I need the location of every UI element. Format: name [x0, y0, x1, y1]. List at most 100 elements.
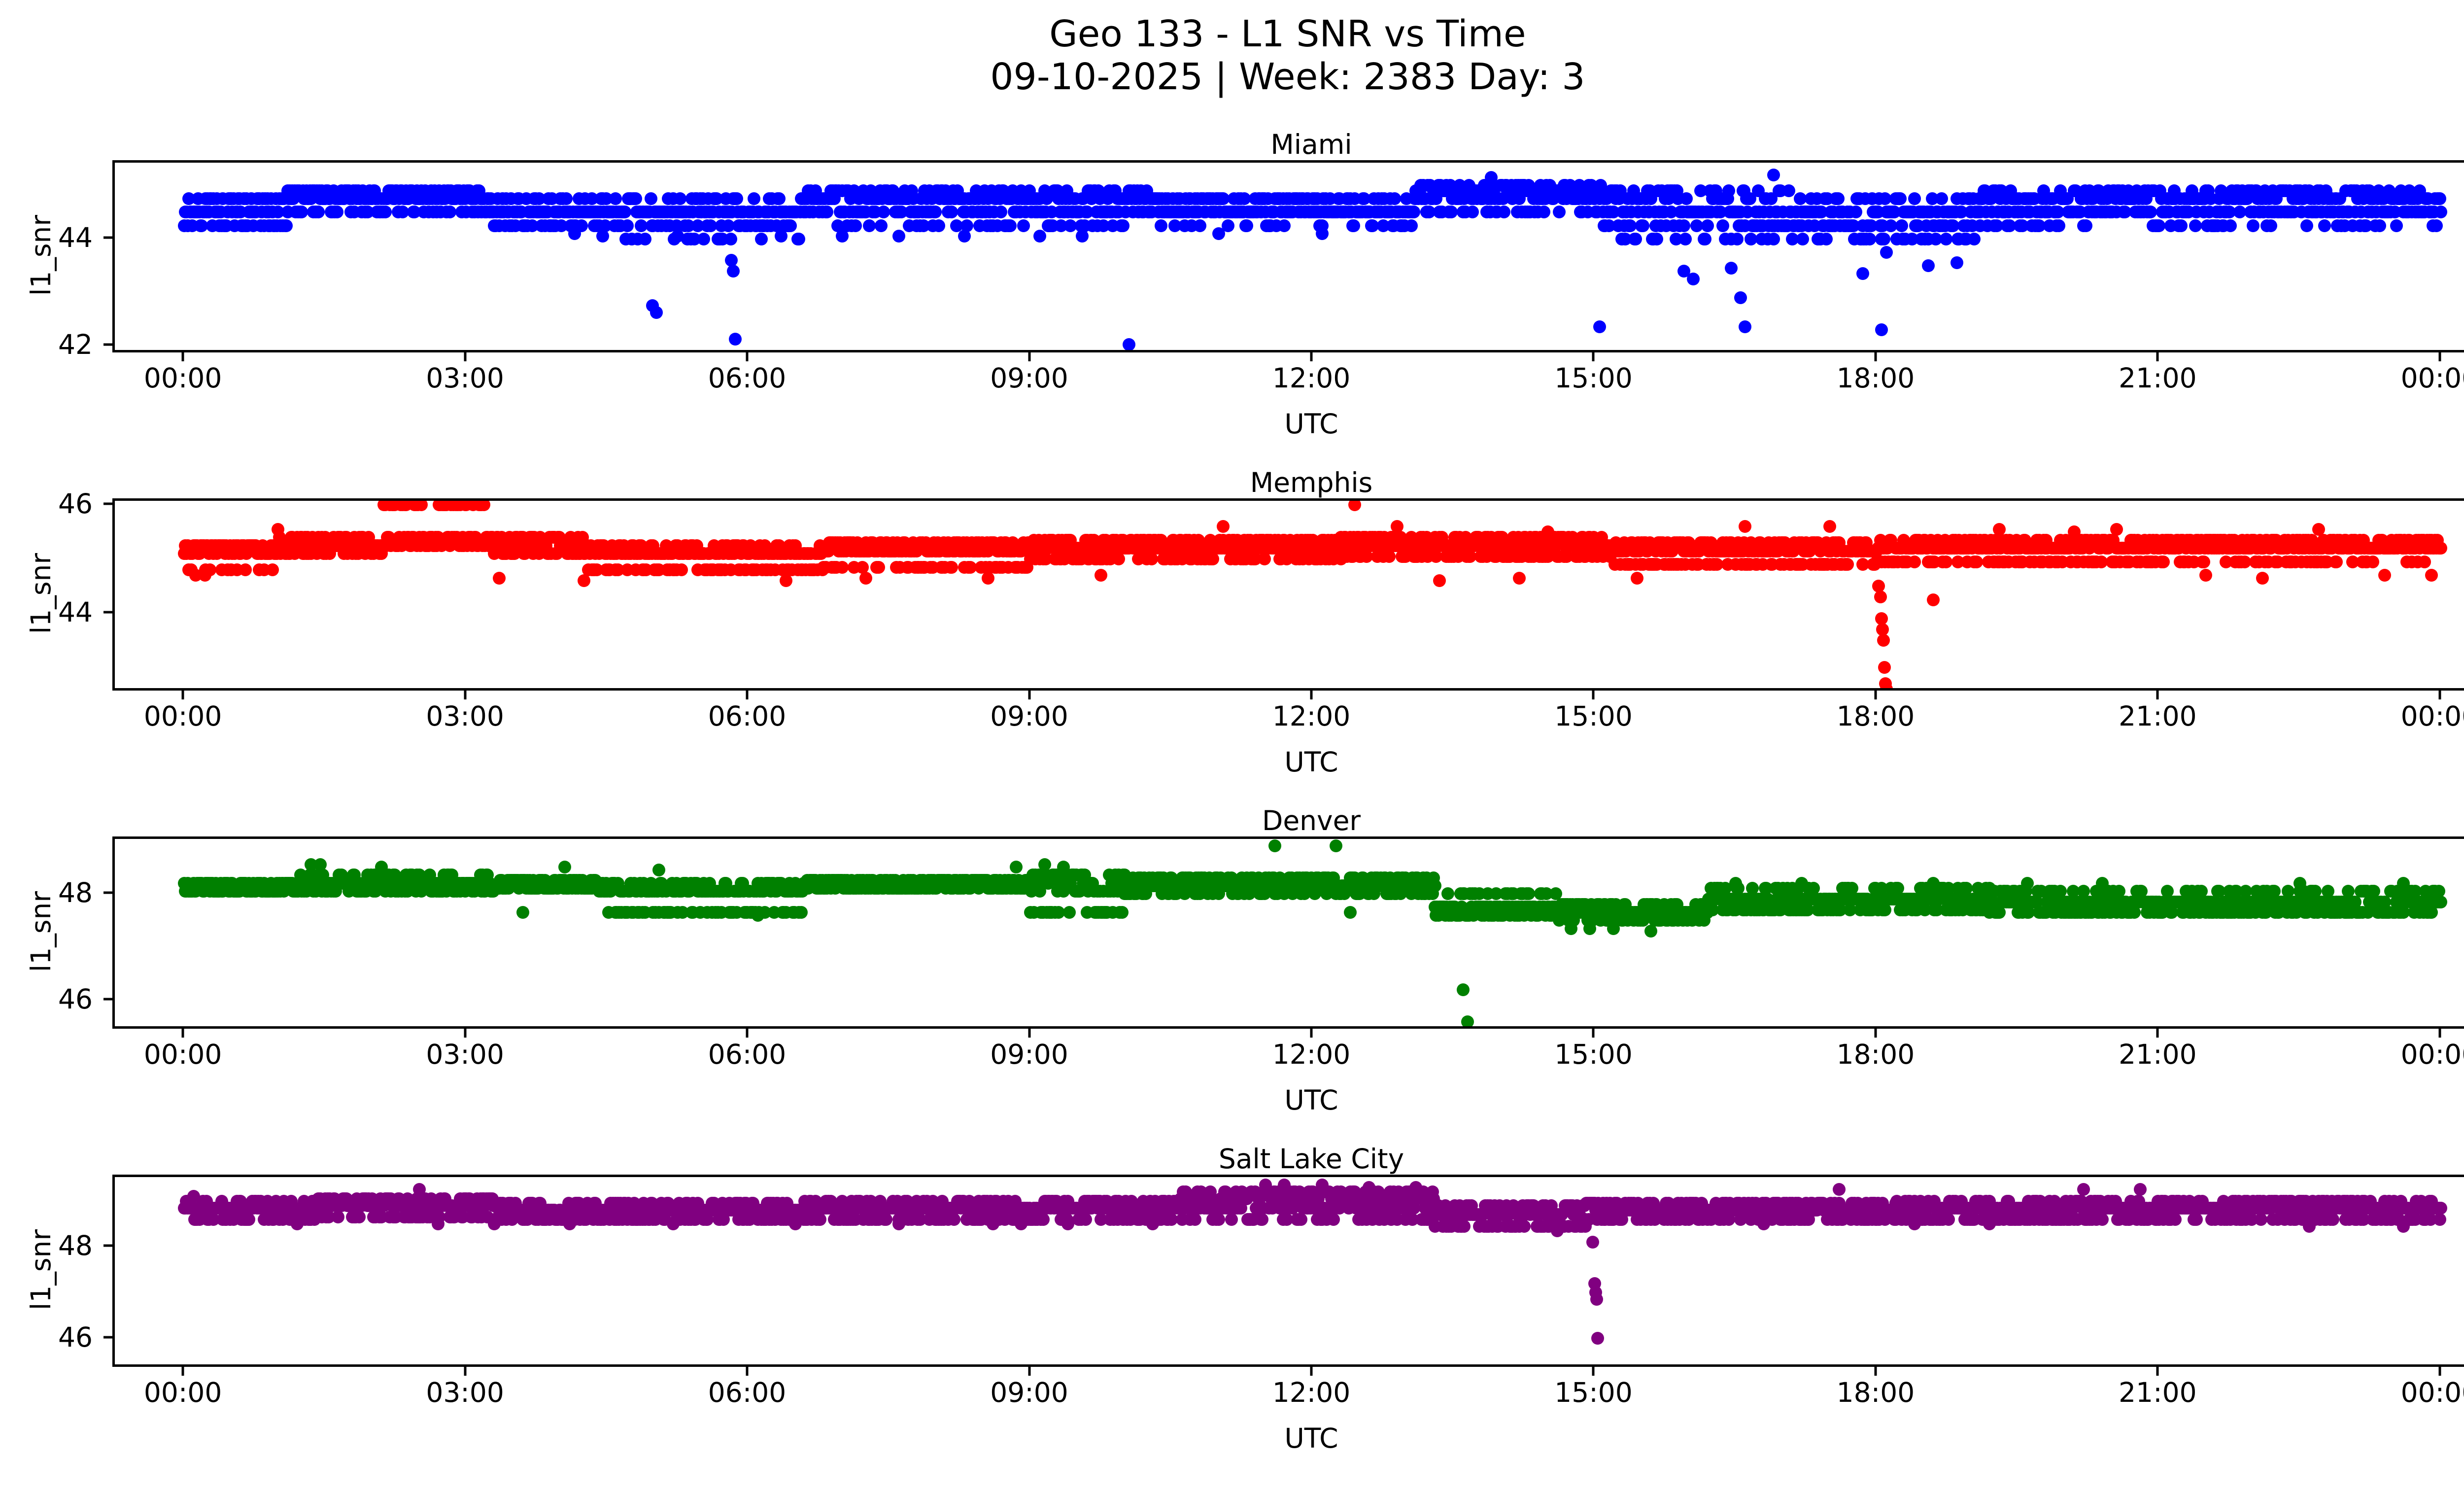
data-point — [2433, 192, 2446, 206]
data-point — [2430, 219, 2443, 232]
y-tick-mark — [103, 502, 112, 505]
data-point — [1538, 206, 1551, 219]
data-point — [644, 192, 657, 206]
x-tick-mark — [2156, 352, 2159, 361]
data-point — [1849, 206, 1862, 219]
data-point-outlier — [1348, 501, 1362, 512]
data-point-outlier — [1877, 634, 1890, 647]
data-point — [1650, 232, 1664, 245]
data-point-outlier — [728, 333, 742, 346]
x-tick-label: 09:00 — [990, 362, 1068, 394]
data-point — [295, 206, 308, 219]
data-point-outlier — [1541, 525, 1554, 539]
suptitle-line-2: 09-10-2025 | Week: 2383 Day: 3 — [990, 56, 1585, 99]
x-tick-label: 00:00 — [143, 362, 222, 394]
data-point — [1767, 232, 1780, 245]
data-point — [280, 219, 293, 232]
data-point — [784, 219, 797, 232]
x-tick-label: 00:00 — [143, 700, 222, 732]
data-point — [674, 192, 687, 206]
data-point — [477, 501, 490, 512]
x-tick-label: 21:00 — [2119, 362, 2197, 394]
data-point — [1819, 232, 1833, 245]
x-axis-label: UTC — [1284, 408, 1338, 440]
data-point — [1701, 219, 1714, 232]
subplot-title: Denver — [1262, 805, 1361, 836]
data-point — [1444, 206, 1458, 219]
y-tick-mark — [103, 236, 112, 239]
x-tick-mark — [2156, 691, 2159, 699]
data-point-outlier — [1033, 230, 1047, 243]
data-point-outlier — [262, 219, 275, 232]
data-point — [378, 206, 392, 219]
plot-area[interactable] — [112, 498, 2464, 691]
plot-area[interactable] — [112, 160, 2464, 352]
data-point — [945, 560, 958, 574]
data-point-outlier — [650, 306, 663, 319]
x-tick-mark — [746, 691, 749, 699]
data-point — [724, 232, 737, 245]
y-tick-label: 44 — [58, 222, 93, 254]
data-point — [1940, 555, 1953, 568]
data-point-outlier — [1878, 661, 1891, 674]
subplot-title: Miami — [1270, 129, 1352, 160]
data-point-outlier — [1095, 569, 1108, 582]
data-point — [1677, 219, 1691, 232]
x-tick-mark — [181, 691, 184, 699]
data-point — [2300, 219, 2314, 232]
data-point-outlier — [859, 571, 873, 585]
data-point — [1730, 232, 1744, 245]
data-point-outlier — [1767, 168, 1780, 181]
x-tick-mark — [181, 352, 184, 361]
x-tick-mark — [464, 691, 467, 699]
data-point-outlier — [2256, 571, 2269, 585]
data-point-outlier — [1724, 262, 1738, 275]
data-point-outlier — [1630, 571, 1643, 585]
plot-area[interactable] — [112, 836, 2464, 1029]
data-point — [1636, 219, 1649, 232]
data-point — [1935, 192, 1948, 206]
x-tick-mark — [1028, 352, 1031, 361]
data-point — [2264, 219, 2277, 232]
x-tick-label: 21:00 — [2119, 700, 2197, 732]
suptitle-line-1: Geo 133 - L1 SNR vs Time — [1049, 13, 1526, 55]
data-point-outlier — [1856, 267, 1869, 280]
data-point-outlier — [2425, 569, 2438, 582]
x-tick-label: 18:00 — [1836, 700, 1915, 732]
data-point — [792, 232, 806, 245]
data-point — [697, 232, 710, 245]
data-point-outlier — [1485, 171, 1498, 184]
data-point — [1498, 206, 1511, 219]
data-point — [872, 560, 886, 574]
data-point — [836, 560, 849, 574]
data-point — [2152, 219, 2165, 232]
x-tick-label: 03:00 — [426, 362, 504, 394]
data-point — [2080, 219, 2093, 232]
data-point — [772, 192, 786, 206]
data-point — [1278, 219, 1291, 232]
data-point-outlier — [775, 230, 788, 243]
data-point — [2390, 219, 2403, 232]
data-point — [2434, 542, 2448, 555]
data-point — [1017, 219, 1030, 232]
data-point — [1629, 232, 1643, 245]
x-tick-mark — [1592, 352, 1595, 361]
data-point — [877, 206, 890, 219]
x-tick-mark — [1028, 691, 1031, 699]
data-point — [2366, 555, 2380, 568]
x-tick-label: 09:00 — [990, 700, 1068, 732]
data-point — [1722, 184, 1735, 198]
data-point-outlier — [1123, 338, 1136, 350]
data-point — [1940, 232, 1953, 245]
data-point — [1258, 553, 1271, 566]
data-point — [2434, 206, 2448, 219]
x-tick-label: 12:00 — [1272, 700, 1351, 732]
data-point — [2318, 219, 2331, 232]
data-point — [1895, 219, 1908, 232]
data-point — [1908, 192, 1921, 206]
data-point — [730, 192, 743, 206]
subplot-title: Memphis — [1250, 467, 1373, 498]
data-point-outlier — [727, 264, 740, 278]
x-tick-mark — [746, 352, 749, 361]
data-point — [330, 206, 343, 219]
